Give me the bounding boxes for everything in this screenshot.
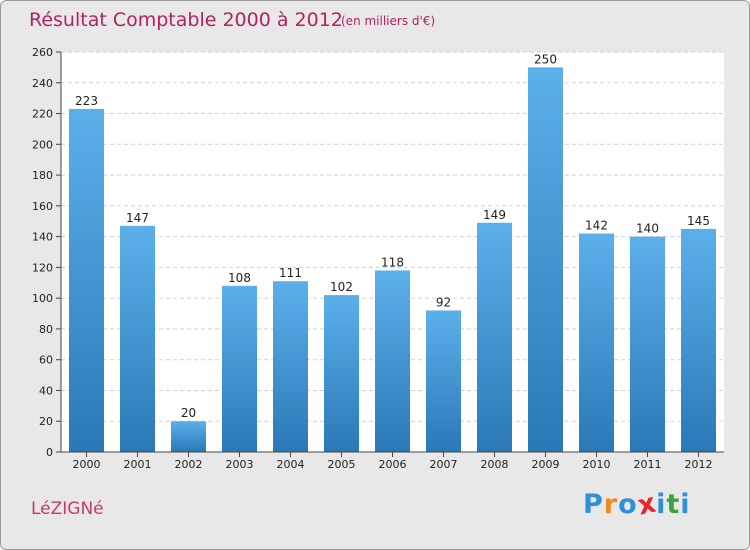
data-label-2003: 108	[228, 271, 251, 285]
y-tick-label: 240	[32, 77, 53, 90]
logo-letter: P	[583, 489, 604, 520]
data-label-2001: 147	[126, 211, 149, 225]
x-tick-label: 2004	[277, 458, 305, 471]
data-label-2009: 250	[534, 52, 557, 66]
bar-2003[interactable]	[222, 285, 257, 452]
bar-2001[interactable]	[120, 225, 155, 452]
data-label-2010: 142	[585, 219, 608, 233]
y-tick-label: 180	[32, 169, 53, 182]
data-label-2005: 102	[330, 280, 353, 294]
x-tick-label: 2009	[532, 458, 560, 471]
data-label-2007: 92	[436, 295, 451, 309]
logo-letter: r	[603, 489, 619, 520]
bar-2002[interactable]	[171, 421, 206, 452]
data-label-2000: 223	[75, 94, 98, 108]
y-tick-label: 160	[32, 200, 53, 213]
y-tick-label: 120	[32, 261, 53, 274]
data-label-2012: 145	[687, 214, 710, 228]
data-label-2004: 111	[279, 266, 302, 280]
data-label-2011: 140	[636, 222, 659, 236]
data-label-2002: 20	[181, 406, 196, 420]
y-tick-label: 260	[32, 46, 53, 59]
logo-letter: o	[618, 489, 638, 520]
y-tick-label: 220	[32, 108, 53, 121]
x-tick-label: 2000	[73, 458, 101, 471]
y-tick-label: 140	[32, 231, 53, 244]
bar-2000[interactable]	[69, 108, 104, 452]
chart-title: Résultat Comptable 2000 à 2012	[29, 9, 343, 31]
x-tick-label: 2002	[175, 458, 203, 471]
data-label-2008: 149	[483, 208, 506, 222]
y-tick-label: 80	[39, 323, 53, 336]
x-tick-label: 2005	[328, 458, 356, 471]
bar-2012[interactable]	[681, 228, 716, 452]
bar-2004[interactable]	[273, 281, 308, 452]
y-tick-label: 100	[32, 292, 53, 305]
x-tick-label: 2010	[583, 458, 611, 471]
x-tick-label: 2011	[634, 458, 662, 471]
x-tick-label: 2008	[481, 458, 509, 471]
proxiti-logo[interactable]: Proxiti	[583, 487, 691, 521]
logo-letter: i	[680, 489, 691, 520]
y-tick-label: 0	[46, 446, 53, 459]
x-tick-label: 2003	[226, 458, 254, 471]
bar-2005[interactable]	[324, 295, 359, 452]
logo-letter: t	[666, 489, 681, 520]
x-tick-label: 2007	[430, 458, 458, 471]
y-tick-label: 200	[32, 138, 53, 151]
bar-2006[interactable]	[375, 270, 410, 452]
bar-2007[interactable]	[426, 310, 461, 452]
logo-letter: i	[656, 489, 667, 520]
commune-name: LéZIGNé	[31, 499, 104, 519]
bar-2011[interactable]	[630, 236, 665, 452]
bar-2009[interactable]	[528, 67, 563, 452]
x-tick-label: 2012	[685, 458, 713, 471]
bar-2008[interactable]	[477, 222, 512, 452]
y-tick-label: 60	[39, 354, 53, 367]
chart-subtitle: (en milliers d'€)	[341, 14, 436, 28]
x-tick-label: 2001	[124, 458, 152, 471]
y-tick-label: 20	[39, 415, 53, 428]
y-tick-label: 40	[39, 384, 53, 397]
data-label-2006: 118	[381, 255, 404, 269]
bar-2010[interactable]	[579, 233, 614, 452]
x-tick-label: 2006	[379, 458, 407, 471]
